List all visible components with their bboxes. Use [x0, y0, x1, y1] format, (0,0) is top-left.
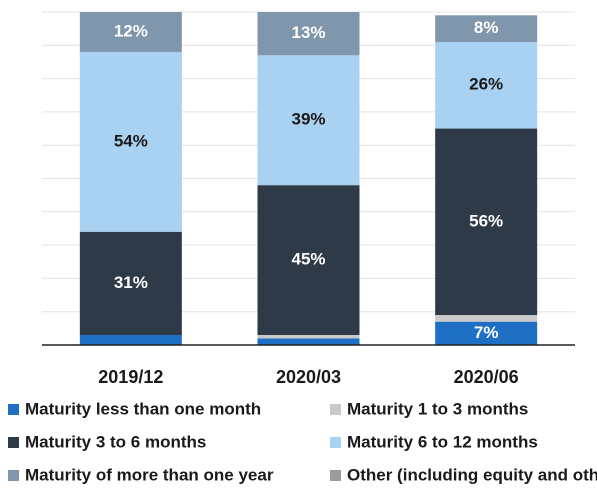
value-label: 8%: [474, 18, 499, 37]
bar-segment: [257, 185, 360, 336]
value-label: 31%: [114, 273, 148, 292]
value-label: 39%: [291, 110, 325, 129]
value-label: 12%: [114, 21, 148, 40]
legend-label: Maturity 1 to 3 months: [347, 399, 528, 418]
legend-swatch: [330, 404, 341, 415]
legend-label: Maturity of more than one year: [25, 465, 274, 484]
bar-segment: [435, 315, 538, 322]
bar-segment: [257, 12, 360, 56]
legend-swatch: [330, 437, 341, 448]
x-tick-label: 2020/06: [454, 367, 519, 387]
bar-segment: [79, 12, 182, 52]
bar-segment: [435, 15, 538, 42]
bar-segment: [435, 321, 538, 345]
bar-segment: [257, 338, 360, 345]
bar-segment: [435, 41, 538, 129]
legend-swatch: [8, 404, 19, 415]
bar-segment: [435, 128, 538, 316]
legend-label: Maturity less than one month: [25, 399, 261, 418]
bar-segment: [79, 231, 182, 336]
value-label: 45%: [291, 250, 325, 269]
bar-segment: [257, 55, 360, 186]
legend-swatch: [8, 470, 19, 481]
legend-swatch: [330, 470, 341, 481]
x-tick-label: 2020/03: [276, 367, 341, 387]
value-label: 26%: [469, 75, 503, 94]
bar-segment: [257, 335, 360, 339]
value-label: 13%: [291, 23, 325, 42]
value-label: 56%: [469, 211, 503, 230]
legend-label: Maturity 3 to 6 months: [25, 432, 206, 451]
bar-segment: [79, 335, 182, 345]
value-label: 54%: [114, 131, 148, 150]
legend-label: Maturity 6 to 12 months: [347, 432, 538, 451]
bar-segment: [79, 51, 182, 232]
value-label: 7%: [474, 323, 499, 342]
legend-label: Other (including equity and other): [347, 465, 597, 484]
legend-swatch: [8, 437, 19, 448]
x-tick-label: 2019/12: [98, 367, 163, 387]
